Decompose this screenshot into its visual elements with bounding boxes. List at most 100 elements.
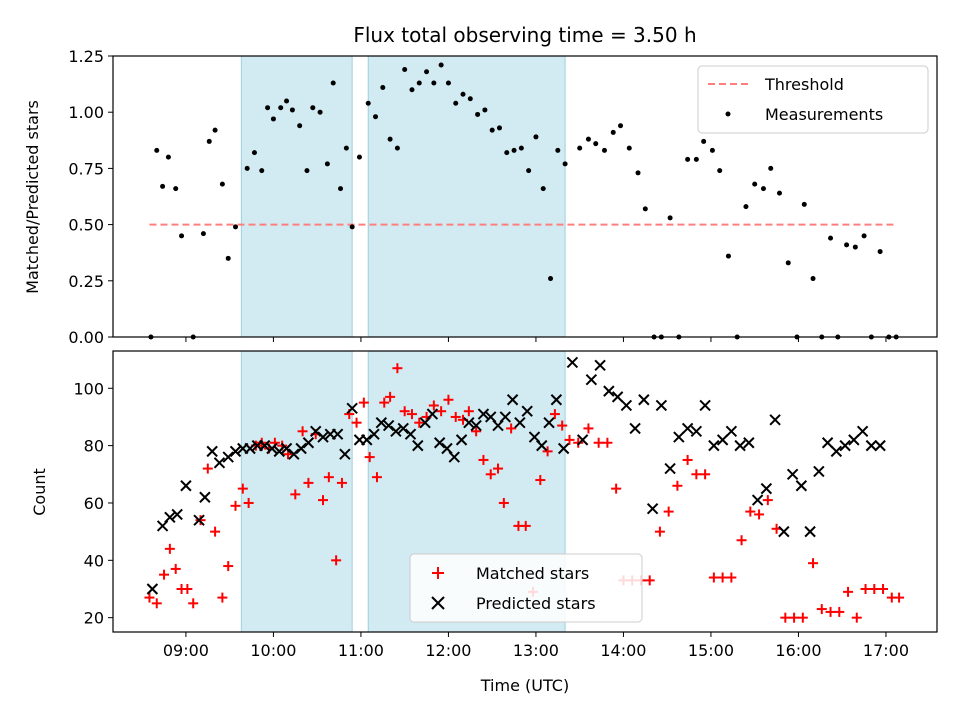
matched-star-point [471, 426, 482, 437]
measurement-point [402, 66, 408, 72]
predicted-star-point [690, 425, 703, 437]
x-tick-label: 12:00 [425, 641, 471, 660]
predicted-star-point [830, 445, 843, 458]
measurement-point [244, 165, 250, 171]
measurement-point [752, 181, 758, 187]
measurement-point [511, 147, 517, 153]
y-tick-label: 1.25 [68, 47, 104, 66]
predicted-star-point [629, 422, 641, 435]
predicted-star-point [848, 434, 860, 446]
predicted-star-point [550, 394, 563, 406]
measurement-point [562, 161, 568, 167]
measurement-point [365, 100, 371, 106]
x-tick-label: 14:00 [600, 641, 646, 660]
predicted-star-point [874, 439, 886, 452]
measurement-point [725, 253, 731, 259]
measurement-point [424, 69, 430, 75]
predicted-star-point [769, 414, 781, 426]
predicted-star-point [193, 514, 205, 526]
predicted-star-point [368, 428, 380, 440]
matched-star-point [717, 572, 728, 583]
matched-star-point [399, 406, 410, 417]
count-points [144, 356, 905, 623]
matched-star-point [573, 437, 584, 448]
measurement-point [453, 100, 459, 106]
matched-star-point [780, 612, 791, 623]
measurement-point [610, 129, 616, 135]
measurement-point [330, 80, 336, 86]
legend-measurement-label: Measurements [765, 105, 883, 124]
predicted-star-point [171, 508, 183, 521]
matched-star-point [691, 469, 702, 480]
measurement-point [284, 98, 290, 104]
measurement-point [289, 107, 295, 113]
predicted-star-point [164, 511, 176, 524]
matched-star-point [323, 472, 334, 483]
predicted-star-point [865, 439, 878, 452]
measurement-point [526, 168, 532, 174]
matched-star-point [557, 420, 568, 431]
predicted-star-point [433, 437, 446, 449]
y-tick-label: 60 [84, 494, 104, 513]
predicted-star-point [213, 457, 226, 469]
predicted-star-point [258, 439, 271, 452]
matched-star-point [223, 561, 234, 572]
matched-star-point [506, 423, 517, 434]
predicted-star-point [280, 442, 293, 455]
matched-star-point [654, 526, 665, 537]
matched-star-point [493, 463, 504, 474]
measurement-point [200, 231, 206, 237]
matched-star-point [808, 558, 819, 569]
legend-predicted-swatch [431, 596, 445, 610]
predicted-star-point [229, 445, 242, 458]
matched-star-point [290, 489, 301, 500]
predicted-star-point [536, 439, 548, 452]
predicted-star-point [470, 419, 482, 432]
predicted-star-point [585, 373, 598, 386]
measurement-point [577, 145, 583, 151]
bottom-axis-ticks: 09:00 10:00 11:00 12:00 13:00 14:00 15:00 16:00… [73, 379, 909, 660]
matched-star-point [860, 583, 871, 594]
matched-star-point [789, 612, 800, 623]
top-y-axis-label: Matched/Predicted stars [23, 100, 42, 294]
matched-star-point [754, 509, 765, 520]
measurement-point [212, 127, 218, 133]
measurement-point [165, 154, 171, 160]
matched-star-point [443, 394, 454, 405]
predicted-star-point [506, 394, 519, 406]
matched-star-point [602, 437, 613, 448]
measurement-point [504, 150, 510, 156]
y-tick-label: 0.00 [68, 328, 104, 347]
predicted-star-point [499, 411, 512, 423]
measurement-point [416, 80, 422, 86]
measurement-point [438, 62, 444, 68]
matched-star-point [210, 526, 221, 537]
top-axis-ticks: 0.00 0.25 0.50 0.75 1.00 1.25 [68, 47, 887, 347]
x-tick-label: 15:00 [688, 641, 734, 660]
predicted-star-point [856, 425, 869, 437]
matched-star-point [217, 592, 228, 603]
matched-star-point [745, 506, 756, 517]
measurement-point [467, 96, 473, 102]
matched-star-point [762, 495, 773, 506]
measurement-point [844, 242, 850, 248]
measurement-point [387, 136, 393, 142]
predicted-star-point [673, 431, 685, 443]
matched-star-point [834, 606, 845, 617]
predicted-star-point [760, 482, 773, 495]
predicted-star-point [302, 437, 315, 449]
matched-star-point [726, 572, 737, 583]
measurement-point [861, 233, 867, 239]
measurement-point [154, 147, 160, 153]
matched-star-point [663, 506, 674, 517]
matched-star-point [851, 612, 862, 623]
matched-star-point [318, 495, 329, 506]
bottom-panel: 09:00 10:00 11:00 12:00 13:00 14:00 15:00 16:00… [30, 350, 938, 695]
predicted-star-point [146, 583, 159, 595]
predicted-star-point [795, 480, 808, 492]
matched-star-point [243, 497, 254, 508]
measurement-point [852, 244, 858, 250]
y-tick-label: 0.25 [68, 272, 104, 291]
predicted-star-point [743, 437, 755, 449]
measurement-point [496, 125, 502, 131]
